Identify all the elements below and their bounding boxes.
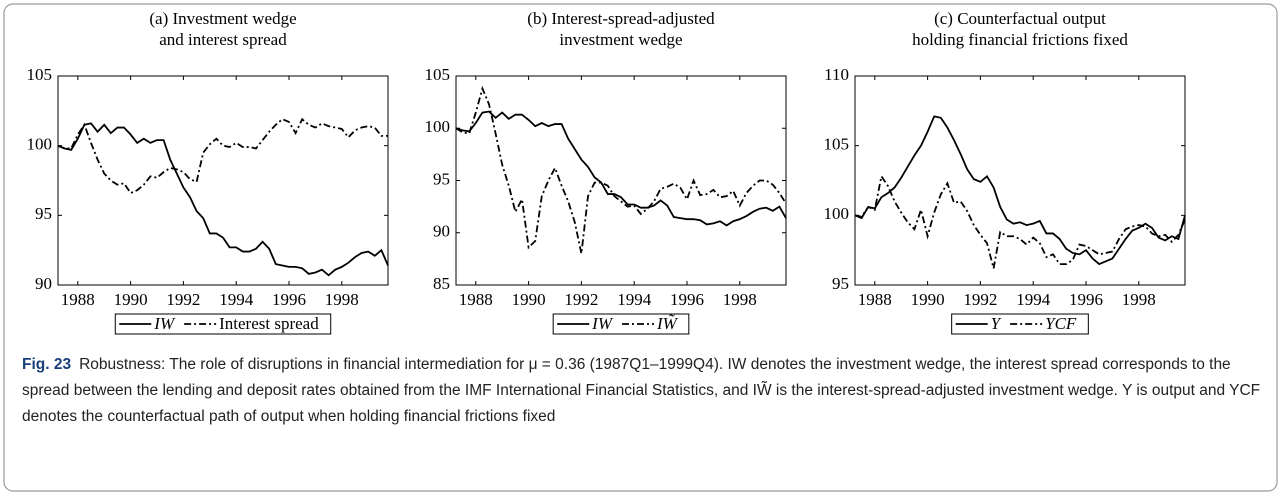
- legend-label: IW̃: [656, 314, 679, 333]
- x-tick-label: 1990: [114, 290, 148, 309]
- y-tick-label: 105: [27, 65, 53, 84]
- x-tick-label: 1998: [1122, 290, 1156, 309]
- y-tick-label: 90: [35, 274, 52, 293]
- x-tick-label: 1988: [459, 290, 493, 309]
- series-line: [854, 115, 1186, 266]
- y-tick-label: 100: [824, 204, 850, 223]
- y-tick-label: 85: [433, 274, 450, 293]
- legend-label: IW: [591, 314, 614, 333]
- series-line: [57, 117, 388, 195]
- y-tick-label: 105: [425, 65, 451, 84]
- x-tick-label: 1996: [1069, 290, 1103, 309]
- y-tick-label: 95: [35, 204, 52, 223]
- x-tick-label: 1996: [272, 290, 306, 309]
- plot-frame: [57, 75, 389, 286]
- caption-label: Fig. 23: [22, 356, 72, 373]
- y-tick-label: 100: [425, 117, 451, 136]
- chart-title: (b) Interest-spread-adjusted: [527, 9, 715, 28]
- x-tick-label: 1990: [911, 290, 945, 309]
- caption-text: Robustness: The role of disruptions in f…: [22, 356, 1261, 425]
- chart-title: and interest spread: [159, 30, 287, 49]
- y-tick-label: 110: [824, 65, 849, 84]
- x-tick-label: 1992: [166, 290, 200, 309]
- legend-label: YCF: [1045, 314, 1077, 333]
- chart-title: (c) Counterfactual output: [934, 9, 1106, 28]
- plot-frame: [455, 75, 787, 286]
- legend-box: [114, 313, 332, 335]
- y-tick-label: 105: [824, 135, 850, 154]
- x-tick-label: 1988: [61, 290, 95, 309]
- x-tick-label: 1994: [617, 290, 652, 309]
- caption: Fig. 23 Robustness: The role of disruptio…: [22, 352, 1262, 430]
- x-tick-label: 1990: [512, 290, 546, 309]
- x-tick-label: 1994: [219, 290, 254, 309]
- x-tick-label: 1988: [858, 290, 892, 309]
- series-line: [57, 122, 389, 277]
- chart-title: holding financial frictions fixed: [912, 30, 1128, 49]
- legend-label: IW: [153, 314, 176, 333]
- x-tick-label: 1992: [963, 290, 997, 309]
- x-tick-label: 1994: [1016, 290, 1051, 309]
- legend-label: Interest spread: [219, 314, 319, 333]
- figure-border: [3, 3, 1278, 492]
- y-tick-label: 95: [832, 274, 849, 293]
- x-tick-label: 1996: [670, 290, 704, 309]
- legend-box: [951, 313, 1089, 335]
- legend-box: [552, 313, 690, 335]
- series-line: [455, 85, 787, 254]
- series-line: [455, 110, 787, 227]
- y-tick-label: 90: [433, 222, 450, 241]
- legend-label: Y: [991, 314, 1002, 333]
- chart-title: (a) Investment wedge: [149, 9, 296, 28]
- series-line: [854, 174, 1186, 269]
- plot-frame: [854, 75, 1186, 286]
- y-tick-label: 100: [27, 135, 53, 154]
- x-tick-label: 1998: [723, 290, 757, 309]
- x-tick-label: 1998: [325, 290, 359, 309]
- x-tick-label: 1992: [564, 290, 598, 309]
- y-tick-label: 95: [433, 169, 450, 188]
- chart-title: investment wedge: [559, 30, 682, 49]
